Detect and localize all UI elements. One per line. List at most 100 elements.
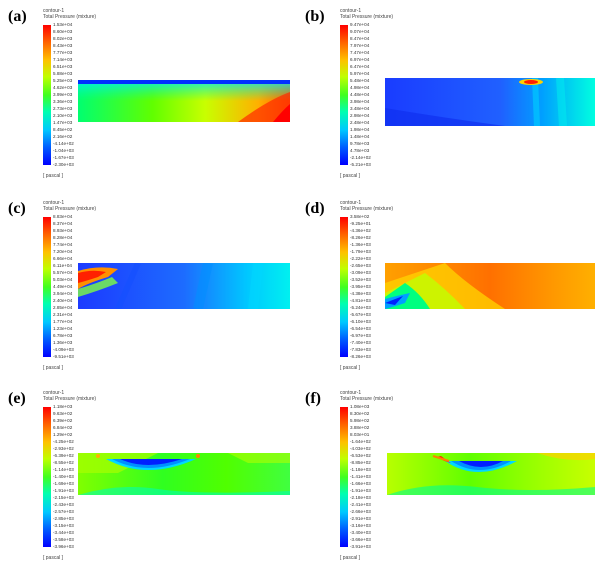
colorbar-tick-label: -6.97e+03: [350, 333, 371, 338]
colorbar-tick-label: 7.47e+04: [350, 50, 370, 55]
colorbar-tick-label: 5.97e+04: [350, 71, 370, 76]
colorbar-tick-label: -3.96e+03: [53, 544, 74, 549]
colorbar-tick-label: -6.53e+02: [350, 453, 371, 458]
colorbar-tick-label: -9.51e+03: [53, 354, 74, 359]
colorbar-tick-label: -1.18e+03: [350, 467, 371, 472]
colorbar-gradient: [43, 217, 51, 357]
colorbar-tick-label: -3.09e+03: [350, 270, 371, 275]
colorbar-tick-label: -4.03e+02: [350, 446, 371, 451]
contour-name: contour-1: [43, 200, 65, 206]
colorbar-tick-label: 2.73e+03: [53, 106, 73, 111]
panel-d: (d) contour-1 Total Pressure (mixture) 3…: [305, 200, 595, 371]
colorbar-tick-label: 8.60e+03: [53, 29, 73, 34]
colorbar-tick-label: -3.16e+03: [350, 523, 371, 528]
colorbar-tick-label: -1.79e+03: [350, 249, 371, 254]
colorbar-tick-label: 3.94e+04: [53, 291, 73, 296]
colorbar-tick-label: 8.02e+03: [53, 36, 73, 41]
contour-title: contour-1 Total Pressure (mixture): [43, 200, 96, 212]
colorbar-tick-label: -1.04e+03: [53, 148, 74, 153]
contour-variable: Total Pressure (mixture): [340, 206, 394, 212]
colorbar-tick-label: -3.66e+03: [350, 537, 371, 542]
pressure-field: [78, 263, 290, 309]
panel-label: (d): [305, 200, 325, 217]
colorbar-tick-label: 4.78e+03: [350, 148, 370, 153]
unit-label: [ pascal ]: [340, 173, 361, 179]
colorbar-tick-label: -5.67e+03: [350, 312, 371, 317]
unit-label: [ pascal ]: [43, 555, 64, 561]
colorbar-tick-label: 6.84e+02: [53, 425, 73, 430]
colorbar-tick-label: 9.63e+02: [53, 411, 73, 416]
colorbar-tick-label: 1.77e+04: [53, 319, 73, 324]
colorbar-tick-label: 7.14e+03: [53, 57, 73, 62]
colorbar-tick-label: -2.91e+03: [350, 516, 371, 521]
colorbar-tick-label: -2.14e+02: [350, 155, 371, 160]
panel-f: (f) contour-1 Total Pressure (mixture) 1…: [305, 390, 595, 561]
colorbar-tick-label: -2.66e+03: [350, 509, 371, 514]
colorbar-tick-label: -4.14e+02: [53, 141, 74, 146]
pressure-field: [385, 78, 595, 126]
contour-name: contour-1: [43, 390, 65, 396]
colorbar-tick-label: 5.03e+04: [53, 277, 73, 282]
colorbar-tick-label: -4.38e+03: [350, 291, 371, 296]
colorbar-tick-label: -1.64e+02: [350, 439, 371, 444]
colorbar-tick-label: 9.47e+04: [350, 22, 370, 27]
colorbar-tick-label: 1.48e+04: [350, 134, 370, 139]
colorbar-tick-label: 2.16e+02: [53, 134, 73, 139]
colorbar: [340, 407, 348, 547]
colorbar-tick-label: -3.52e+03: [350, 277, 371, 282]
colorbar-tick-label: 2.31e+04: [53, 312, 73, 317]
colorbar: [43, 25, 51, 165]
colorbar-tick-label: -1.14e+03: [53, 467, 74, 472]
colorbar-tick-label: -2.43e+03: [53, 502, 74, 507]
colorbar-tick-label: 1.29e+02: [53, 432, 73, 437]
colorbar-tick-label: 8.43e+03: [53, 43, 73, 48]
colorbar-gradient: [43, 407, 51, 547]
colorbar-tick-label: 3.98e+04: [350, 99, 370, 104]
contour-name: contour-1: [340, 200, 362, 206]
colorbar-tick-label: 8.30e+02: [350, 411, 370, 416]
colorbar-tick-label: 6.97e+04: [350, 57, 370, 62]
colorbar-tick-label: -7.83e+03: [350, 347, 371, 352]
colorbar-tick-label: 7.77e+03: [53, 50, 73, 55]
colorbar-tick-label: -1.67e+03: [53, 155, 74, 160]
colorbar-tick-label: 4.62e+03: [53, 85, 73, 90]
colorbar-tick-label: -1.40e+03: [53, 474, 74, 479]
panel-label: (c): [8, 200, 26, 217]
colorbar-tick-label: 8.03e+01: [350, 432, 370, 437]
contour-title: contour-1 Total Pressure (mixture): [340, 8, 393, 20]
colorbar-tick-label: 2.10e+03: [53, 113, 73, 118]
colorbar-tick-label: 1.98e+04: [350, 127, 370, 132]
colorbar-tick-label: -6.54e+03: [350, 326, 371, 331]
unit-label: [ pascal ]: [340, 555, 361, 561]
colorbar-tick-label: 1.47e+03: [53, 120, 73, 125]
pressure-field: [385, 263, 595, 309]
colorbar-tick-label: 3.58e+02: [350, 214, 370, 219]
pressure-field: [387, 453, 595, 495]
colorbar-tick-label: -2.41e+03: [350, 502, 371, 507]
colorbar-tick-label: -3.15e+03: [53, 523, 74, 528]
colorbar-tick-label: 2.98e+04: [350, 113, 370, 118]
colorbar-tick-label: 5.25e+03: [53, 78, 73, 83]
colorbar-tick-label: -2.85e+03: [53, 516, 74, 521]
colorbar-tick-label: -6.10e+03: [350, 319, 371, 324]
colorbar-tick-label: 7.74e+04: [53, 242, 73, 247]
panel-a: (a) contour-1 Total Pressure (mixture) 1…: [8, 8, 298, 179]
unit-label: [ pascal ]: [340, 365, 361, 371]
contour-title: contour-1 Total Pressure (mixture): [340, 200, 393, 212]
colorbar-tick-label: -4.25e+02: [53, 439, 74, 444]
colorbar-tick-label: -4.81e+03: [350, 298, 371, 303]
colorbar-tick-label: 7.97e+04: [350, 43, 370, 48]
colorbar-tick-label: 1.08e+03: [350, 404, 370, 409]
colorbar-gradient: [340, 217, 348, 357]
colorbar-tick-label: 3.88e+02: [350, 425, 370, 430]
colorbar-tick-label: -4.09e+03: [53, 347, 74, 352]
colorbar-tick-label: 8.28e+04: [53, 235, 73, 240]
colorbar-tick-label: 2.40e+04: [53, 298, 73, 303]
colorbar-tick-label: -2.15e+03: [53, 495, 74, 500]
contour-title: contour-1 Total Pressure (mixture): [340, 390, 393, 402]
panel-b: (b) contour-1 Total Pressure (mixture) 9…: [305, 8, 595, 179]
colorbar-tick-label: 9.78e+03: [350, 141, 370, 146]
contour-variable: Total Pressure (mixture): [43, 14, 97, 20]
colorbar: [340, 217, 348, 357]
colorbar-tick-label: -3.44e+03: [53, 530, 74, 535]
